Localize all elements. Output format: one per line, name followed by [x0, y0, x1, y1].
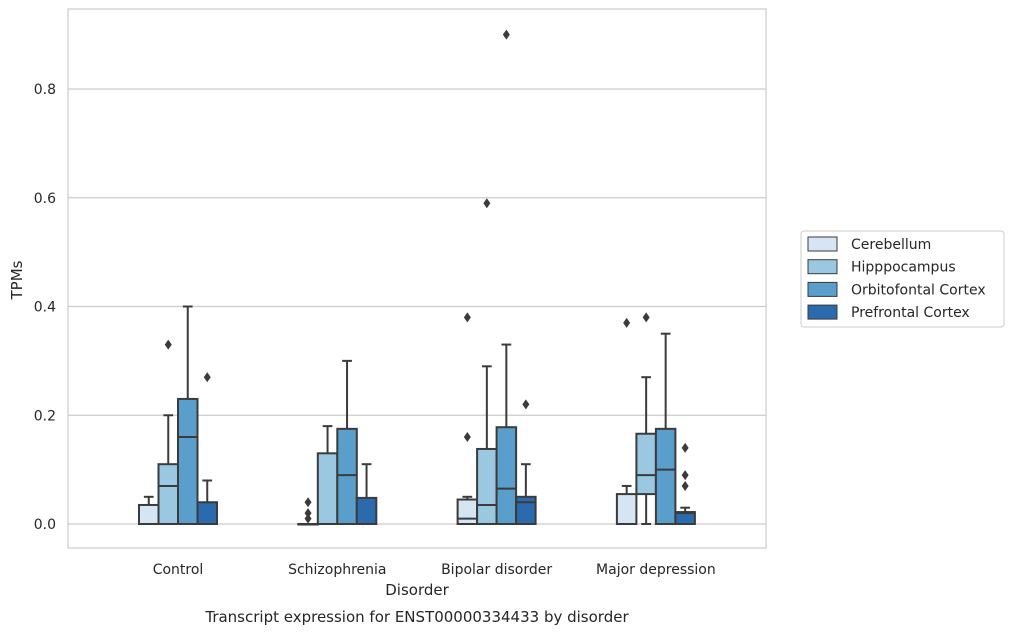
box-body	[674, 511, 696, 525]
box	[138, 495, 160, 525]
x-tick-label: Bipolar disorder	[441, 562, 552, 578]
box	[297, 497, 319, 526]
legend-swatch	[807, 236, 838, 252]
box-body	[196, 501, 218, 525]
y-tick-label: 0.4	[34, 300, 56, 316]
legend-label: Hipppocampus	[851, 260, 956, 276]
outlier-point	[304, 513, 312, 524]
box	[336, 359, 358, 525]
box-body	[177, 397, 199, 525]
outlier-point	[304, 497, 312, 508]
box	[635, 312, 657, 525]
y-tick-label: 0.8	[34, 82, 56, 98]
chart-title: Transcript expression for ENST0000033443…	[204, 608, 629, 626]
box	[495, 29, 518, 525]
box-body	[456, 498, 479, 525]
y-tick-label: 0.6	[34, 191, 56, 207]
outlier-point	[483, 198, 491, 209]
y-axis-ticks: 0.0 0.2 0.4 0.6 0.8	[34, 82, 56, 533]
y-tick-label: 0.0	[34, 517, 56, 533]
box-body	[615, 493, 638, 525]
legend-swatch	[807, 304, 838, 320]
x-tick-label: Schizophrenia	[288, 562, 386, 578]
box	[615, 317, 638, 525]
outlier-point	[164, 339, 172, 350]
legend-frame	[800, 230, 1005, 328]
box	[196, 372, 218, 525]
outlier-point	[681, 480, 689, 491]
box	[476, 198, 498, 525]
box-body	[355, 496, 378, 525]
legend-label: Cerebellum	[851, 237, 931, 253]
x-tick-label: Control	[153, 562, 204, 578]
outlier-point	[623, 317, 631, 328]
outlier-point	[463, 432, 471, 442]
box-body	[495, 426, 518, 525]
box	[177, 305, 199, 525]
legend-label: Prefrontal Cortex	[851, 305, 970, 321]
box-body	[654, 427, 677, 525]
outlier-point	[522, 399, 530, 410]
box	[456, 312, 479, 525]
outlier-point	[203, 372, 211, 383]
legend-swatch	[807, 281, 838, 297]
x-axis-ticks: Control Schizophrenia Bipolar disorder Majo…	[153, 562, 716, 578]
box-body	[635, 432, 657, 496]
outlier-point	[681, 470, 689, 481]
box-body	[138, 503, 160, 525]
box-body	[515, 495, 537, 525]
box	[674, 442, 696, 525]
box	[316, 425, 339, 525]
legend-label: Orbitofontal Cortex	[851, 282, 986, 298]
legend-swatch	[807, 259, 838, 275]
box	[654, 332, 677, 525]
outlier-point	[463, 312, 471, 323]
box	[515, 399, 537, 525]
box-body	[336, 427, 358, 525]
box-body	[316, 452, 339, 525]
box-body	[157, 463, 179, 525]
legend: Cerebellum Hipppocampus Orbitofontal Corte…	[800, 230, 1005, 328]
x-axis-label: Disorder	[385, 581, 449, 599]
outlier-point	[502, 29, 510, 40]
box-body	[476, 447, 498, 525]
x-tick-label: Major depression	[596, 562, 716, 578]
outlier-point	[642, 312, 650, 323]
outlier-point	[681, 442, 689, 453]
box	[355, 463, 378, 525]
box	[157, 339, 179, 525]
plot-area-frame	[67, 8, 767, 549]
box-groups	[138, 29, 696, 526]
y-axis-label: TPMs	[8, 260, 26, 300]
y-tick-label: 0.2	[34, 408, 56, 424]
outlier-point	[304, 508, 312, 519]
